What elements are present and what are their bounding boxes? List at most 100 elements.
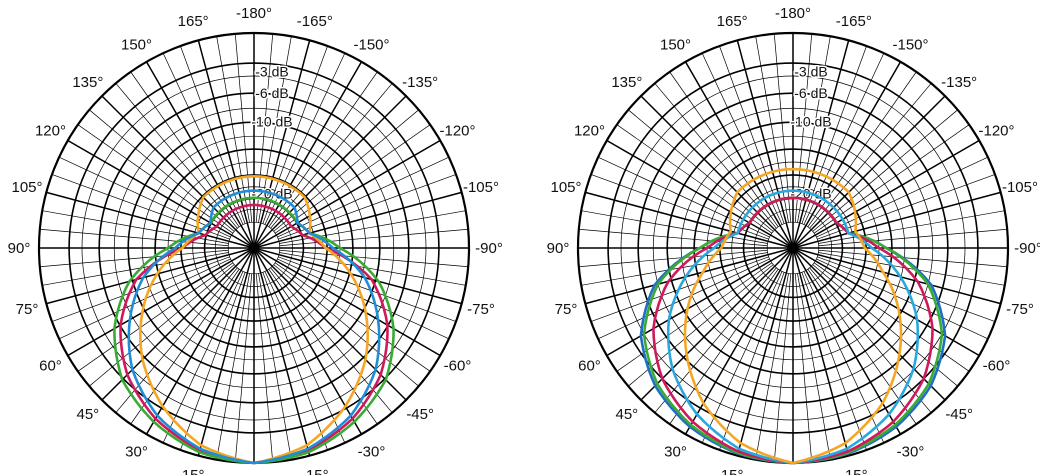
grid-spoke <box>792 95 946 249</box>
grid-spoke <box>130 268 240 425</box>
grid-spoke <box>77 262 234 372</box>
grid-spoke <box>640 247 794 401</box>
grid-spoke <box>803 271 885 444</box>
angle-label: -15° <box>301 467 329 475</box>
grid-spoke <box>46 191 255 249</box>
grid-spoke <box>813 124 970 234</box>
angle-label: -30° <box>897 444 925 461</box>
angle-label: 150° <box>660 36 691 53</box>
angle-label: -60° <box>983 358 1011 375</box>
grid-spoke <box>253 191 462 249</box>
angle-label: 60° <box>39 358 62 375</box>
grid-spoke <box>628 264 774 387</box>
grid-spoke <box>89 109 235 232</box>
angle-label: -135° <box>941 74 977 91</box>
angle-label: 30° <box>664 444 687 461</box>
grid-spoke <box>792 139 980 249</box>
grid-spoke <box>253 247 311 456</box>
grid-spoke <box>581 252 768 286</box>
grid-spoke <box>39 228 229 247</box>
angle-label: -150° <box>892 36 928 53</box>
grid-spoke <box>51 174 230 240</box>
polar-chart-1: -180° 165° 150° 135° 120° 105° 90° 75° 60° 45° 30°… <box>8 5 503 475</box>
grid-spoke <box>684 61 794 249</box>
angle-label: 105° <box>550 179 581 196</box>
angle-label: 45° <box>615 406 638 423</box>
radial-tick-label: -3 dB <box>794 64 827 80</box>
angle-label: -75° <box>467 301 495 318</box>
grid-spoke <box>264 271 346 444</box>
radial-tick-label: -6 dB <box>794 85 827 101</box>
series-line <box>113 196 395 465</box>
grid-spoke <box>42 252 229 286</box>
grid-spoke <box>818 249 1008 268</box>
grid-spoke <box>278 174 457 240</box>
grid-spoke <box>234 273 253 463</box>
angle-label: -90° <box>1014 240 1040 257</box>
grid-spoke <box>145 247 255 435</box>
angle-label: 15° <box>721 467 744 475</box>
grid-spoke <box>89 264 235 387</box>
grid-spoke <box>807 268 917 425</box>
grid-spoke <box>145 61 255 249</box>
grid-spoke <box>180 272 246 451</box>
grid-spoke <box>197 247 255 456</box>
angle-label: -105° <box>1002 179 1038 196</box>
grid-spoke <box>258 273 292 460</box>
grid-spoke <box>180 45 246 224</box>
grid-spoke <box>270 267 393 413</box>
grid-spoke <box>581 210 768 244</box>
angle-label: -75° <box>1006 301 1034 318</box>
radial-tick-label: -6 dB <box>255 85 288 101</box>
grid-spoke <box>253 95 407 249</box>
angle-label: -165° <box>836 13 872 30</box>
grid-spoke <box>818 210 1005 244</box>
grid-spoke <box>46 247 255 305</box>
angle-label: 60° <box>578 358 601 375</box>
grid-spoke <box>253 139 441 249</box>
angle-label: -45° <box>406 406 434 423</box>
angle-label: 75° <box>555 301 578 318</box>
grid-spoke <box>67 139 255 249</box>
grid-spoke <box>813 262 970 372</box>
angle-label: 90° <box>547 240 570 257</box>
grid-spoke <box>585 247 794 305</box>
angle-label: -120° <box>979 123 1015 140</box>
grid-spoke <box>640 95 794 249</box>
grid-spoke <box>792 40 850 249</box>
grid-spoke <box>792 247 980 357</box>
grid-spoke <box>812 264 958 387</box>
grid-spoke <box>253 247 441 357</box>
series-line <box>139 175 370 465</box>
angle-label: -60° <box>444 358 472 375</box>
angle-label: -180° <box>775 5 811 22</box>
series-line <box>666 189 920 465</box>
angle-label: 120° <box>574 123 605 140</box>
angle-label: 15° <box>182 467 205 475</box>
grid-spoke <box>809 267 932 413</box>
grid-spoke <box>797 273 831 460</box>
angle-label: 165° <box>178 13 209 30</box>
grid-spoke <box>578 249 768 268</box>
grid-spoke <box>792 247 1001 305</box>
angle-label: 90° <box>8 240 31 257</box>
angle-label: 45° <box>76 406 99 423</box>
grid-spoke <box>616 124 773 234</box>
grid-spoke <box>792 191 1001 249</box>
series-line <box>119 203 389 465</box>
angle-label: -180° <box>236 5 272 22</box>
grid-spoke <box>816 258 989 340</box>
grid-spoke <box>58 156 231 238</box>
grid-spoke <box>792 61 902 249</box>
grid-spoke <box>585 191 794 249</box>
angle-label: -15° <box>840 467 868 475</box>
grid-spoke <box>654 267 777 413</box>
grid-spoke <box>801 272 867 451</box>
grid-spoke <box>606 139 794 249</box>
grid-spoke <box>279 249 469 268</box>
radial-tick-label: -10 dB <box>790 114 831 130</box>
grid-spoke <box>792 247 946 401</box>
angle-label: 30° <box>125 444 148 461</box>
grid-spoke <box>794 273 813 463</box>
